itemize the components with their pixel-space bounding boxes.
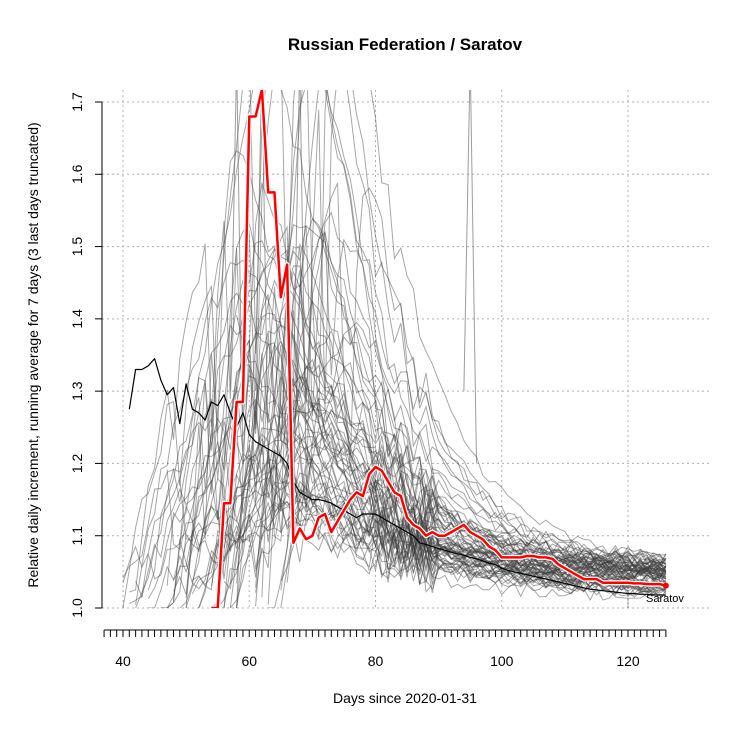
region-spike-line: [463, 90, 477, 464]
region-line: [135, 398, 667, 599]
x-axis-label: Days since 2020-01-31: [333, 690, 477, 706]
background-region-lines: [122, 90, 667, 608]
region-line: [173, 90, 667, 602]
y-tick-label: 1.6: [69, 164, 85, 184]
chart-title: Russian Federation / Saratov: [288, 35, 523, 54]
region-line: [261, 376, 667, 598]
region-line: [292, 478, 666, 579]
region-line: [236, 181, 667, 608]
y-tick-label: 1.4: [69, 309, 85, 329]
region-line: [185, 90, 667, 598]
region-line: [166, 232, 667, 598]
y-tick-label: 1.3: [69, 381, 85, 401]
region-line: [166, 211, 666, 608]
region-line: [122, 222, 666, 608]
region-line: [267, 399, 667, 596]
x-tick-label: 40: [115, 653, 131, 669]
region-line: [286, 326, 667, 583]
region-line: [148, 489, 667, 608]
region-line: [173, 182, 667, 581]
region-line: [185, 150, 667, 608]
region-line: [122, 223, 667, 578]
y-tick-label: 1.7: [69, 92, 85, 112]
region-line: [179, 480, 667, 590]
region-line: [223, 329, 666, 608]
region-line: [286, 510, 667, 591]
region-spike-line: [255, 90, 269, 464]
region-line: [236, 324, 667, 608]
region-line: [179, 340, 667, 579]
region-line: [129, 90, 667, 593]
y-tick-label: 1.5: [69, 237, 85, 257]
region-line: [210, 364, 667, 587]
y-tick-label: 1.2: [69, 453, 85, 473]
region-line: [129, 492, 667, 605]
axes: 1.0 1.1 1.2 1.3 1.4 1.5 1.6 1.7 40 60 80 100 120: [69, 92, 667, 669]
grid: [102, 90, 710, 609]
region-line: [223, 452, 667, 608]
y-tick-label: 1.1: [69, 526, 85, 546]
region-line: [211, 397, 667, 595]
x-tick-label: 120: [616, 653, 640, 669]
region-line: [267, 90, 667, 605]
region-line: [179, 321, 667, 608]
region-line: [280, 300, 667, 591]
region-line: [236, 358, 666, 608]
region-line: [223, 428, 667, 590]
region-line: [255, 461, 667, 581]
region-line: [211, 464, 667, 608]
region-line: [191, 400, 666, 595]
y-axis-label: Relative daily increment, running averag…: [25, 122, 41, 587]
saratov-annotation: Saratov: [646, 593, 684, 605]
region-line: [135, 217, 667, 608]
region-line: [122, 230, 667, 583]
country-line: [128, 358, 666, 596]
region-line: [135, 259, 667, 605]
region-line: [147, 292, 667, 591]
series-lines: [128, 90, 669, 608]
region-line: [255, 90, 667, 593]
region-spike-line: [229, 90, 244, 464]
region-spike-line: [292, 90, 307, 464]
saratov-endpoint: [662, 582, 669, 589]
region-line: [166, 240, 667, 586]
x-tick-label: 60: [241, 653, 257, 669]
region-line: [255, 90, 667, 588]
saratov-line: [211, 90, 667, 608]
region-line: [160, 367, 667, 608]
region-line: [280, 404, 666, 593]
region-line: [160, 396, 667, 608]
y-tick-label: 1.0: [69, 598, 85, 618]
region-line: [198, 435, 667, 608]
region-line: [236, 314, 666, 594]
region-line: [191, 248, 667, 582]
region-line: [229, 90, 667, 608]
region-line: [293, 376, 667, 588]
region-line: [185, 484, 667, 608]
x-tick-label: 100: [490, 653, 514, 669]
region-line: [280, 431, 666, 608]
region-line: [280, 383, 667, 581]
x-tick-label: 80: [368, 653, 384, 669]
